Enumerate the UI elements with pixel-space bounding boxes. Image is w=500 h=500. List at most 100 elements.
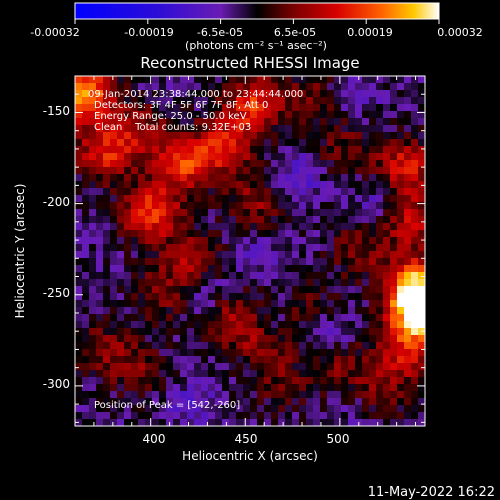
heatmap-pixel [278, 167, 286, 175]
heatmap-pixel [166, 223, 174, 231]
heatmap-pixel [131, 83, 139, 91]
heatmap-pixel [138, 195, 146, 203]
heatmap-pixel [201, 174, 209, 182]
heatmap-pixel [187, 167, 195, 175]
heatmap-pixel [404, 97, 412, 105]
heatmap-pixel [187, 349, 195, 357]
heatmap-pixel [313, 209, 321, 217]
heatmap-pixel [313, 321, 321, 329]
heatmap-pixel [117, 230, 125, 238]
heatmap-pixel [103, 90, 111, 98]
heatmap-pixel [376, 160, 384, 168]
heatmap-pixel [82, 230, 90, 238]
heatmap-pixel [250, 328, 258, 336]
heatmap-pixel [271, 412, 279, 420]
heatmap-pixel [117, 244, 125, 252]
heatmap-pixel [222, 216, 230, 224]
heatmap-pixel [285, 391, 293, 399]
heatmap-pixel [397, 76, 405, 84]
heatmap-pixel [103, 363, 111, 371]
heatmap-pixel [138, 251, 146, 259]
heatmap-pixel [264, 412, 272, 420]
heatmap-pixel [306, 209, 314, 217]
heatmap-pixel [187, 188, 195, 196]
heatmap-pixel [131, 181, 139, 189]
heatmap-pixel [250, 76, 258, 84]
heatmap-pixel [236, 83, 244, 91]
heatmap-pixel [278, 195, 286, 203]
heatmap-pixel [145, 223, 153, 231]
heatmap-pixel [306, 251, 314, 259]
heatmap-pixel [173, 202, 181, 210]
heatmap-pixel [250, 195, 258, 203]
heatmap-pixel [299, 202, 307, 210]
heatmap-pixel [236, 195, 244, 203]
heatmap-pixel [131, 146, 139, 154]
heatmap-pixel [390, 118, 398, 126]
heatmap-pixel [376, 76, 384, 84]
heatmap-pixel [229, 356, 237, 364]
heatmap-pixel [404, 111, 412, 119]
heatmap-pixel [208, 391, 216, 399]
heatmap-pixel [341, 335, 349, 343]
heatmap-pixel [215, 286, 223, 294]
heatmap-pixel [96, 202, 104, 210]
heatmap-pixel [418, 321, 425, 329]
heatmap-pixel [264, 146, 272, 154]
heatmap-pixel [320, 202, 328, 210]
heatmap-pixel [222, 223, 230, 231]
heatmap-pixel [355, 132, 363, 140]
heatmap-pixel [320, 321, 328, 329]
heatmap-pixel [334, 244, 342, 252]
heatmap-pixel [145, 195, 153, 203]
heatmap-pixel [166, 363, 174, 371]
heatmap-pixel [383, 356, 391, 364]
heatmap-pixel [82, 272, 90, 280]
heatmap-pixel [208, 384, 216, 392]
heatmap-pixel [215, 230, 223, 238]
heatmap-pixel [138, 181, 146, 189]
heatmap-pixel [89, 181, 97, 189]
heatmap-pixel [362, 300, 370, 308]
heatmap-pixel [194, 363, 202, 371]
heatmap-pixel [159, 181, 167, 189]
heatmap-pixel [257, 118, 265, 126]
heatmap-pixel [341, 265, 349, 273]
heatmap-pixel [215, 118, 223, 126]
heatmap-pixel [117, 209, 125, 217]
heatmap-pixel [313, 405, 321, 413]
heatmap-pixel [201, 139, 209, 147]
heatmap-pixel [264, 328, 272, 336]
heatmap-pixel [320, 286, 328, 294]
heatmap-pixel [194, 293, 202, 301]
heatmap-pixel [103, 244, 111, 252]
heatmap-pixel [376, 202, 384, 210]
heatmap-pixel [96, 419, 104, 426]
heatmap-pixel [362, 118, 370, 126]
heatmap-pixel [264, 265, 272, 273]
heatmap-pixel [397, 230, 405, 238]
heatmap-pixel [362, 209, 370, 217]
heatmap-pixel [194, 202, 202, 210]
plot-frame [74, 75, 426, 427]
heatmap-pixel [411, 384, 419, 392]
heatmap-pixel [320, 412, 328, 420]
heatmap-pixel [278, 244, 286, 252]
heatmap-pixel [103, 412, 111, 420]
heatmap-pixel [348, 356, 356, 364]
heatmap-pixel [369, 300, 377, 308]
heatmap-pixel [103, 265, 111, 273]
heatmap-pixel [250, 342, 258, 350]
heatmap-pixel [82, 384, 90, 392]
heatmap-pixel [397, 307, 405, 315]
heatmap-pixel [313, 307, 321, 315]
heatmap-pixel [404, 286, 412, 294]
heatmap-pixel [152, 349, 160, 357]
heatmap-pixel [292, 188, 300, 196]
heatmap-pixel [404, 104, 412, 112]
heatmap-pixel [117, 118, 125, 126]
heatmap-pixel [285, 293, 293, 301]
heatmap-pixel [215, 90, 223, 98]
heatmap-pixel [96, 370, 104, 378]
heatmap-pixel [131, 328, 139, 336]
